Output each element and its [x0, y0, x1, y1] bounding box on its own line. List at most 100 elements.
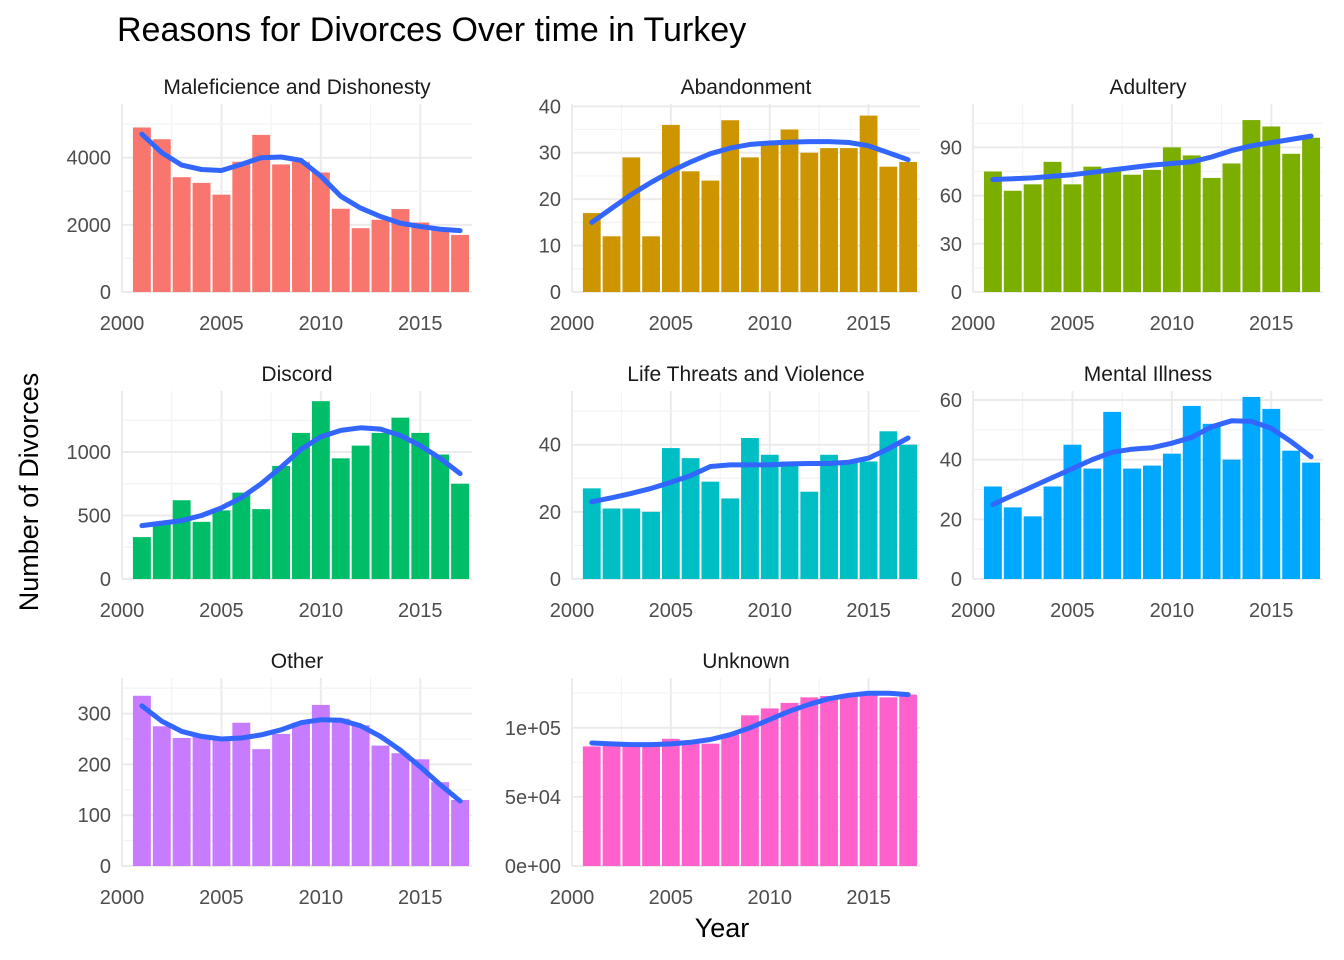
bar — [1063, 184, 1082, 292]
bar — [721, 498, 740, 579]
bar — [661, 448, 680, 579]
bar — [1302, 137, 1321, 292]
bar — [252, 509, 271, 579]
bar — [351, 725, 370, 866]
bar — [311, 401, 330, 579]
y-tick-label: 0 — [550, 282, 561, 304]
bar — [1143, 169, 1161, 292]
bar — [1222, 163, 1241, 292]
bar — [152, 139, 171, 292]
y-tick-label: 300 — [78, 704, 111, 726]
bar — [602, 745, 621, 866]
x-tick-label: 2000 — [951, 600, 996, 622]
bar — [1083, 468, 1102, 579]
bar — [1063, 444, 1082, 579]
y-tick-label: 0 — [100, 856, 111, 878]
panel-title: Unknown — [702, 650, 790, 673]
x-tick-label: 2015 — [846, 887, 891, 909]
bar — [1043, 486, 1062, 579]
x-tick-label: 2015 — [846, 313, 891, 335]
bar — [192, 521, 211, 579]
bar — [1262, 126, 1281, 292]
bar — [1123, 468, 1142, 579]
bar — [331, 718, 350, 866]
x-tick-label: 2000 — [550, 887, 595, 909]
bar — [212, 738, 231, 866]
bar — [292, 161, 310, 292]
bar — [741, 438, 759, 579]
x-tick-label: 2010 — [299, 887, 344, 909]
bar — [820, 454, 838, 579]
x-tick-label: 2015 — [398, 313, 443, 335]
bar — [172, 737, 191, 866]
bar — [1182, 405, 1201, 579]
x-tick-label: 2005 — [199, 600, 244, 622]
bar — [1262, 408, 1281, 579]
y-tick-label: 4000 — [67, 148, 112, 170]
x-tick-label: 2005 — [1050, 313, 1095, 335]
bar — [983, 171, 1002, 292]
panel: Other 0 100 200 300 2000 2005 2010 2015 — [78, 650, 472, 909]
panel-title: Abandonment — [681, 76, 812, 99]
bar — [431, 230, 450, 292]
bar — [800, 152, 819, 292]
bar — [232, 722, 251, 866]
bar — [1162, 453, 1181, 579]
x-tick-label: 2015 — [1249, 600, 1294, 622]
y-tick-label: 60 — [940, 390, 962, 412]
bar — [292, 432, 310, 579]
panel: Adultery 0 30 60 90 2000 2005 2010 2015 — [940, 76, 1323, 335]
bar — [839, 461, 858, 579]
y-tick-label: 30 — [539, 143, 561, 165]
bar — [1003, 190, 1022, 292]
bar — [859, 461, 878, 579]
bar — [681, 171, 700, 292]
bar — [839, 694, 858, 866]
bar — [132, 537, 151, 579]
bar — [721, 120, 740, 292]
bar — [681, 741, 700, 866]
bar — [721, 734, 740, 866]
x-tick-label: 2005 — [649, 313, 694, 335]
bar — [132, 695, 151, 866]
y-tick-label: 40 — [940, 450, 962, 472]
bar — [879, 166, 898, 292]
x-tick-label: 2010 — [1150, 600, 1195, 622]
bar — [879, 431, 898, 579]
bar — [820, 695, 838, 866]
panel: Discord 0 500 1000 2000 2005 2010 2015 — [67, 363, 472, 622]
bar — [391, 417, 410, 579]
bar — [311, 704, 330, 866]
bar — [371, 219, 390, 292]
x-tick-label: 2000 — [100, 313, 145, 335]
panel-title: Other — [271, 650, 324, 673]
bar — [661, 738, 680, 866]
y-tick-label: 0 — [100, 569, 111, 591]
bar — [1123, 174, 1142, 292]
bar — [351, 445, 370, 579]
bar — [431, 454, 450, 579]
x-tick-label: 2015 — [1249, 313, 1294, 335]
panel-title: Adultery — [1109, 76, 1187, 99]
chart-title: Reasons for Divorces Over time in Turkey — [117, 11, 746, 49]
y-tick-label: 0 — [951, 569, 962, 591]
y-tick-label: 20 — [940, 509, 962, 531]
bar — [582, 746, 601, 866]
x-tick-label: 2000 — [100, 600, 145, 622]
bar — [1043, 161, 1062, 292]
bar — [192, 736, 211, 866]
bar — [411, 759, 430, 866]
bar — [780, 129, 799, 292]
bar — [1282, 450, 1301, 579]
x-tick-label: 2005 — [1050, 600, 1095, 622]
bar — [602, 508, 621, 579]
y-tick-label: 20 — [539, 189, 561, 211]
bar — [1202, 423, 1221, 579]
bar — [1182, 155, 1201, 292]
x-tick-label: 2015 — [398, 887, 443, 909]
bar — [859, 694, 878, 866]
x-tick-label: 2000 — [951, 313, 996, 335]
bar — [152, 726, 171, 866]
x-tick-label: 2015 — [398, 600, 443, 622]
y-tick-label: 100 — [78, 805, 111, 827]
